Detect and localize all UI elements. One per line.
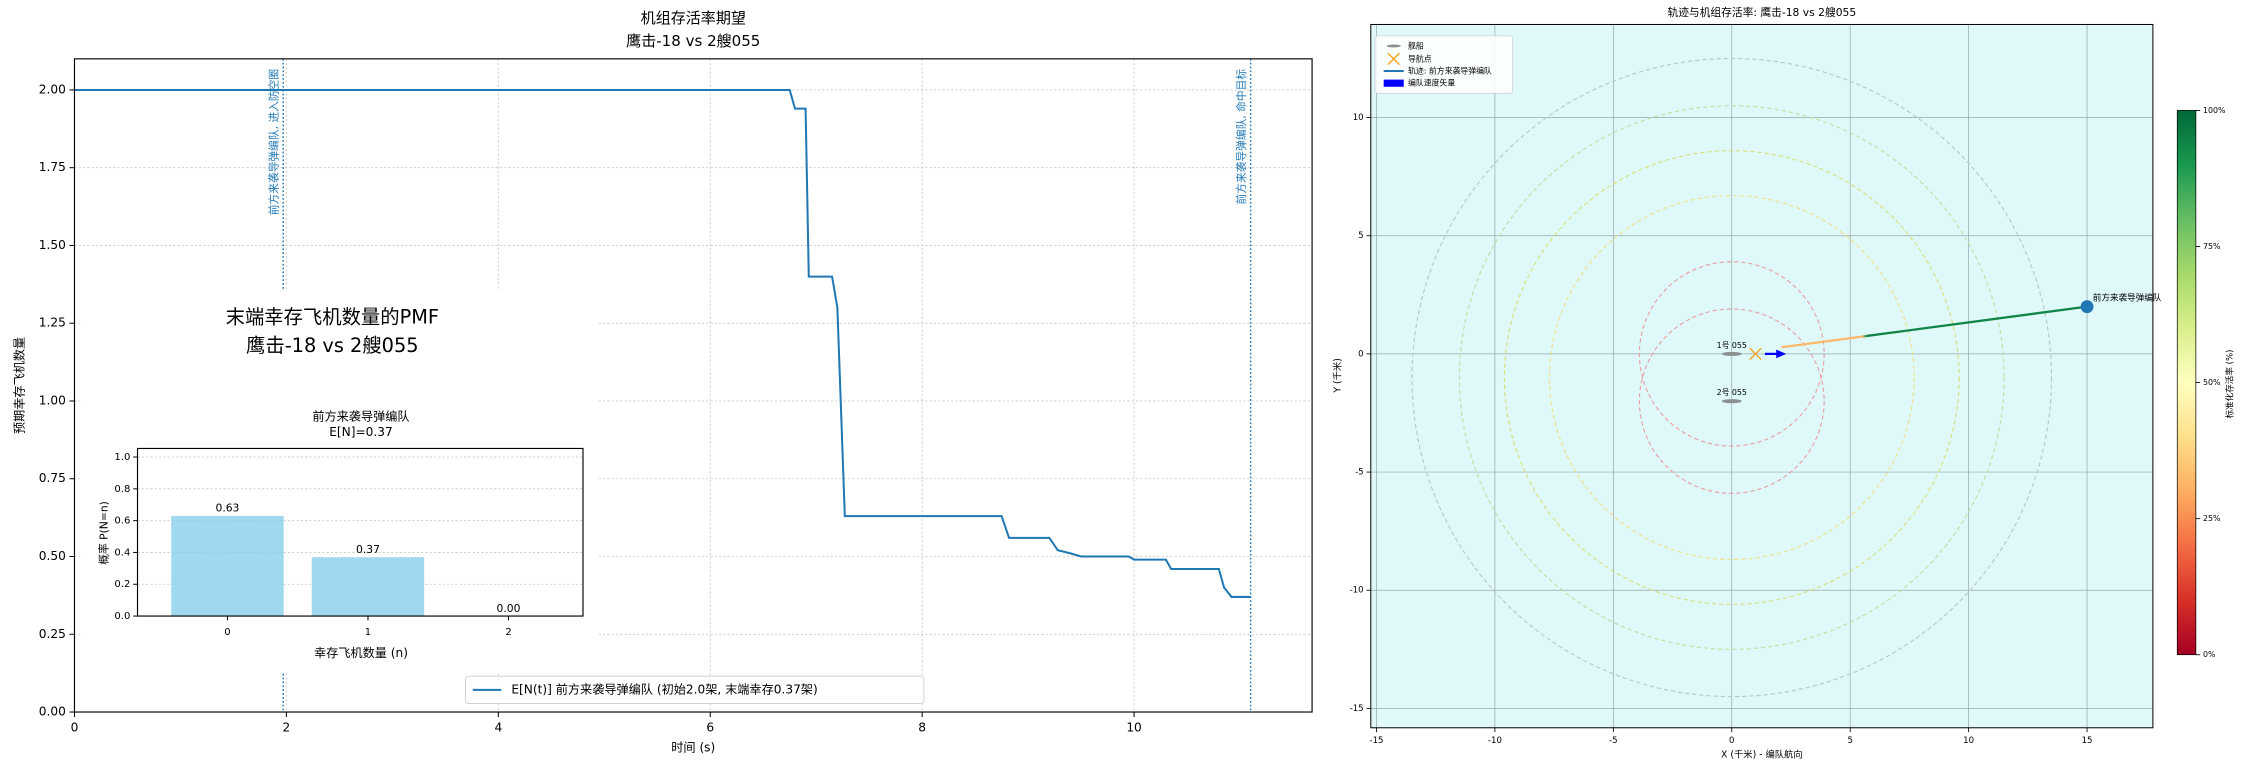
y-tick-label: 0.0 xyxy=(114,611,130,622)
x-tick-label: -10 xyxy=(1488,736,1502,746)
range-ring xyxy=(1638,308,1825,494)
frame xyxy=(73,58,1313,713)
range-ring xyxy=(1638,261,1825,447)
y-tick-label: 1.00 xyxy=(39,393,66,407)
x-tick-label: 2 xyxy=(283,720,291,734)
y-tick-label: 1.0 xyxy=(114,452,130,463)
legend-ship xyxy=(1386,44,1401,48)
y-tick-label: 1.75 xyxy=(39,160,66,174)
value-label: 0.00 xyxy=(497,602,521,615)
x-tick-label: 0 xyxy=(224,627,230,638)
colorbar-tick-label: 25% xyxy=(2203,514,2221,523)
y-axis-label: 概率 P(N=n) xyxy=(98,501,111,565)
x-tick-label: 0 xyxy=(1729,736,1734,746)
y-tick-label: 0.00 xyxy=(39,705,66,719)
chart-title: 轨迹与机组存活率: 鹰击-18 vs 2艘055 xyxy=(1667,6,1856,19)
y-tick-label: 0.75 xyxy=(39,471,66,485)
velocity-arrow xyxy=(1764,349,1787,359)
axes-subtitle: E[N]=0.37 xyxy=(329,425,393,439)
colorbar-tick-label: 0% xyxy=(2203,650,2216,659)
x-axis-label: 时间 (s) xyxy=(671,740,715,754)
ship-label: 2号 055 xyxy=(1717,388,1747,397)
y-axis-label: 预期幸存飞机数量 xyxy=(12,337,27,434)
legend-label: 舰船 xyxy=(1408,40,1424,50)
legend-box xyxy=(465,675,925,704)
y-tick-label: 0.50 xyxy=(39,549,66,563)
axes-title: 前方来袭导弹编队 xyxy=(312,408,409,423)
x-tick-label: 4 xyxy=(494,720,502,734)
x-tick-label: 15 xyxy=(2082,736,2093,746)
bar xyxy=(171,515,284,617)
colorbar-label: 标准化存活率 (%) xyxy=(2224,349,2236,418)
x-tick-label: 6 xyxy=(706,720,714,734)
trajectory-segment xyxy=(1861,334,1867,338)
legend-label: E[N(t)] 前方来袭导弹编队 (初始2.0架, 末端幸存0.37架) xyxy=(511,681,817,696)
x-tick-label: 5 xyxy=(1847,736,1852,746)
frame xyxy=(1370,23,2154,729)
ship xyxy=(1721,399,1742,404)
x-tick-label: 0 xyxy=(71,720,79,734)
legend-box xyxy=(1374,35,1513,94)
ship-label: 1号 055 xyxy=(1717,341,1747,350)
chart-title: 机组存活率期望 xyxy=(641,9,746,27)
y-tick-label: 0.6 xyxy=(114,516,130,527)
legend-label: 导航点 xyxy=(1408,53,1432,63)
plot-background xyxy=(1370,24,2153,728)
y-tick-label: 0 xyxy=(1358,349,1363,359)
y-tick-label: 0.8 xyxy=(114,484,130,495)
ship xyxy=(1721,351,1742,356)
x-tick-label: 8 xyxy=(918,720,926,734)
x-tick-label: -5 xyxy=(1609,736,1618,746)
colorbar-tick-label: 100% xyxy=(2203,106,2226,115)
event-label: 前方来袭导弹编队, 进入防空圈 xyxy=(268,69,281,215)
colorbar-tick-label: 50% xyxy=(2203,378,2221,387)
range-ring xyxy=(1548,194,1915,561)
y-tick-label: 1.50 xyxy=(39,238,66,252)
y-tick-label: 0.4 xyxy=(114,547,130,558)
x-tick-label: 1 xyxy=(365,627,371,638)
y-tick-label: 0.25 xyxy=(39,627,66,641)
range-ring xyxy=(1458,105,2005,650)
range-ring xyxy=(1503,150,1960,605)
legend-waypoint xyxy=(1387,52,1400,66)
value-label: 0.37 xyxy=(356,543,380,556)
inset-title: 末端幸存飞机数量的PMF xyxy=(226,306,439,329)
legend-label: 编队速度矢量 xyxy=(1408,78,1455,88)
colorbar xyxy=(2176,110,2197,656)
trajectory-segment xyxy=(1866,305,2088,338)
colorbar-tick-label: 75% xyxy=(2203,242,2221,251)
y-tick-label: -10 xyxy=(1350,586,1364,596)
frame xyxy=(136,447,584,617)
value-label: 0.63 xyxy=(215,502,239,515)
chart-subtitle: 鹰击-18 vs 2艘055 xyxy=(626,32,760,50)
legend-patch xyxy=(1383,79,1404,87)
y-tick-label: 10 xyxy=(1353,113,1364,123)
start-marker xyxy=(2080,300,2094,314)
y-tick-label: -5 xyxy=(1355,468,1364,478)
line xyxy=(74,88,1251,598)
range-ring xyxy=(1411,57,2053,698)
event-label: 前方来袭导弹编队, 命中目标 xyxy=(1235,69,1248,205)
inset-subtitle: 鹰击-18 vs 2艘055 xyxy=(246,334,419,357)
x-tick-label: 10 xyxy=(1126,720,1141,734)
waypoint xyxy=(1749,347,1762,361)
trajectory-segment xyxy=(1781,335,1863,349)
legend-label: 轨迹: 前方来袭导弹编队 xyxy=(1408,66,1492,76)
y-tick-label: 2.00 xyxy=(39,82,66,96)
bar xyxy=(311,557,425,617)
y-axis-label: Y (千米) xyxy=(1331,358,1343,393)
y-tick-label: 5 xyxy=(1358,231,1363,241)
y-tick-label: 0.2 xyxy=(114,579,130,590)
x-tick-label: 10 xyxy=(1963,736,1974,746)
x-axis-label: 幸存飞机数量 (n) xyxy=(314,645,408,660)
y-tick-label: 1.25 xyxy=(39,316,66,330)
y-tick-label: -15 xyxy=(1350,704,1364,714)
trajectory-label: 前方来袭导弹编队 xyxy=(2093,292,2162,304)
x-tick-label: 2 xyxy=(505,627,511,638)
x-axis-label: X (千米) - 编队航向 xyxy=(1721,748,1803,760)
x-tick-label: -15 xyxy=(1369,736,1383,746)
